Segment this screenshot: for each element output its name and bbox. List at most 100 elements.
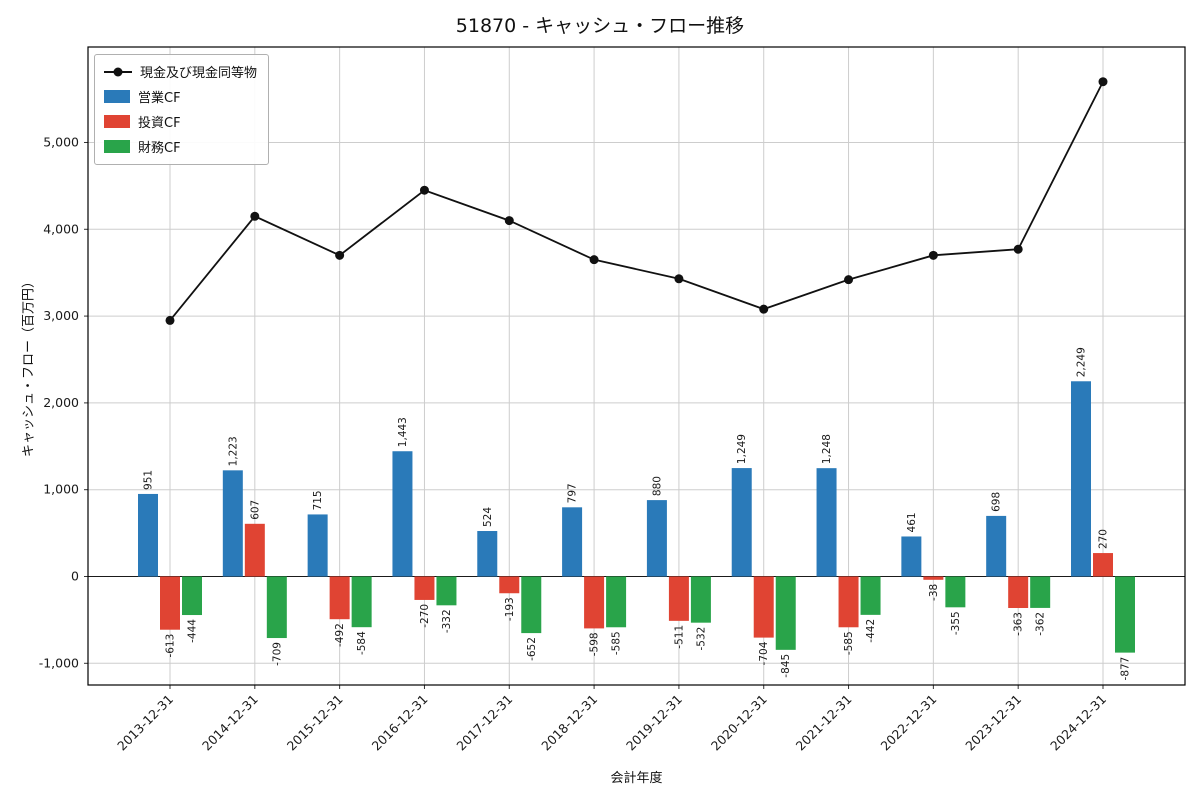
bar xyxy=(329,576,350,620)
bar xyxy=(138,493,158,577)
x-tick-label: 2020-12-31 xyxy=(708,692,770,754)
bar xyxy=(351,576,372,628)
bar-value-label: 270 xyxy=(1098,529,1110,549)
cash-line-marker xyxy=(1098,77,1108,87)
line-marker-icon xyxy=(104,67,132,76)
legend-item-cash: 現金及び現金同等物 xyxy=(104,62,257,81)
bar xyxy=(1030,576,1051,608)
x-axis-label: 会計年度 xyxy=(610,771,663,786)
bar xyxy=(731,468,752,577)
y-tick-label: 0 xyxy=(71,568,79,583)
cash-line-marker xyxy=(844,275,854,285)
bar-value-label: -363 xyxy=(1013,612,1025,636)
bar-value-label: -532 xyxy=(695,627,707,651)
bar xyxy=(222,470,243,577)
marker-dot-icon xyxy=(113,67,123,76)
bar xyxy=(945,576,966,608)
bar-value-label: -598 xyxy=(589,632,601,656)
bar-value-label: 1,443 xyxy=(397,417,409,447)
bar-value-label: -585 xyxy=(843,631,855,655)
cash-line-marker xyxy=(1013,244,1023,254)
cash-line-marker xyxy=(504,216,514,226)
green-swatch-icon xyxy=(104,140,130,153)
bar-value-label: 2,249 xyxy=(1076,347,1088,377)
y-tick-label: 4,000 xyxy=(43,221,79,236)
bar xyxy=(1093,553,1113,577)
bar xyxy=(414,576,435,600)
legend-label-financing-cf: 財務CF xyxy=(138,141,181,156)
bar xyxy=(436,576,457,606)
bar xyxy=(986,515,1007,577)
bar xyxy=(668,576,689,621)
bar-value-label: -492 xyxy=(334,623,346,647)
bar-value-label: -585 xyxy=(611,631,623,655)
plot-border xyxy=(87,46,1186,686)
bar xyxy=(182,576,202,616)
x-tick-label: 2022-12-31 xyxy=(878,692,940,754)
legend: 現金及び現金同等物 営業CF 投資CF 財務CF xyxy=(94,54,270,165)
y-tick-label: 3,000 xyxy=(43,308,79,323)
cash-line-marker xyxy=(589,255,599,265)
cash-line xyxy=(169,81,1104,321)
bar-value-label: 461 xyxy=(906,512,918,532)
bar-value-label: -355 xyxy=(950,611,962,635)
bar xyxy=(266,576,287,639)
bar-value-label: 797 xyxy=(567,483,579,503)
bar-value-label: -613 xyxy=(165,634,177,658)
bar xyxy=(562,507,583,577)
legend-label-operating-cf: 営業CF xyxy=(138,91,181,106)
bar-value-label: -704 xyxy=(758,641,770,665)
bar xyxy=(307,514,328,577)
bar-value-label: -444 xyxy=(187,619,199,643)
bar-value-label: -332 xyxy=(441,609,453,633)
chart-title: 51870 - キャッシュ・フロー推移 xyxy=(455,15,745,37)
blue-swatch-icon xyxy=(104,90,130,103)
cash-line-marker xyxy=(928,250,938,260)
bar xyxy=(606,576,627,628)
cash-line-marker xyxy=(335,250,345,260)
y-tick-label: -1,000 xyxy=(39,655,79,670)
bar xyxy=(477,531,498,577)
bar xyxy=(1115,576,1135,653)
bar-value-label: 951 xyxy=(143,470,155,490)
bar-value-label: -193 xyxy=(504,597,516,621)
bar-value-label: 1,223 xyxy=(227,436,239,466)
legend-item-operating-cf: 営業CF xyxy=(104,87,257,106)
bar-value-label: -270 xyxy=(419,604,431,628)
cash-line-marker xyxy=(759,304,769,314)
legend-item-financing-cf: 財務CF xyxy=(104,137,257,156)
bar-value-label: -511 xyxy=(673,625,685,649)
bar-value-label: -38 xyxy=(928,584,940,601)
x-tick-label: 2018-12-31 xyxy=(538,692,600,754)
bar xyxy=(499,576,520,594)
bar-value-label: 1,249 xyxy=(736,434,748,464)
bar-value-label: 880 xyxy=(651,476,663,496)
legend-label-cash: 現金及び現金同等物 xyxy=(140,66,258,81)
bar xyxy=(646,500,667,577)
bar-value-label: -845 xyxy=(780,654,792,678)
bar xyxy=(860,576,881,615)
x-tick-label: 2013-12-31 xyxy=(114,692,176,754)
y-tick-label: 5,000 xyxy=(43,134,79,149)
bar xyxy=(838,576,859,628)
bar-value-label: 1,248 xyxy=(821,434,833,464)
bar xyxy=(816,468,837,577)
x-tick-label: 2017-12-31 xyxy=(453,692,515,754)
bar-value-label: -442 xyxy=(865,619,877,643)
y-tick-label: 2,000 xyxy=(43,395,79,410)
bar xyxy=(244,523,265,577)
bar-value-label: -709 xyxy=(271,642,283,666)
bar xyxy=(690,576,711,623)
cash-line-marker xyxy=(250,211,260,221)
bar xyxy=(775,576,796,650)
bar xyxy=(901,536,922,577)
bar xyxy=(923,576,944,580)
legend-label-investing-cf: 投資CF xyxy=(138,116,181,131)
cash-line-marker xyxy=(419,185,429,195)
x-tick-label: 2024-12-31 xyxy=(1047,692,1109,754)
bar-value-label: -877 xyxy=(1120,657,1132,681)
bar-value-label: -362 xyxy=(1035,612,1047,636)
bar-value-label: 607 xyxy=(249,500,261,520)
bar-value-label: 715 xyxy=(312,490,324,510)
